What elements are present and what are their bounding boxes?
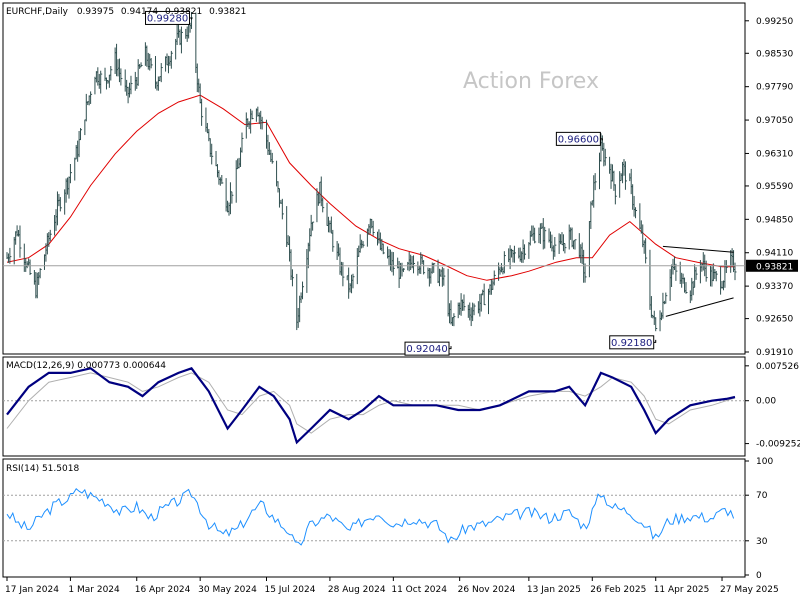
annotation-label: 0.99280 [147,13,188,24]
ohlc-low: 0.93821 [165,7,202,17]
svg-text:EURCHF,Daily 0.93975: EURCHF,Daily 0.93975 0.94174 0.93821 0.9… [6,7,246,17]
x-axis-label: 26 Nov 2024 [458,585,516,595]
price-axis-label: 0.94110 [756,249,793,259]
macd-macd-line [6,366,736,445]
rsi-axis-label: 30 [756,537,768,547]
x-axis-label: 1 Mar 2024 [68,585,120,595]
annotation-0.99280: 0.99280 [145,10,193,25]
price-panel-frame [2,2,746,355]
ohlc-close: 0.93821 [209,7,246,17]
rsi-title: RSI(14) 51.5018 [6,464,79,474]
price-axis-label: 0.96310 [756,149,793,159]
annotation-box [555,131,601,146]
price-bars [6,11,737,332]
current-price-tag [746,259,798,272]
x-axis-label: 11 Oct 2024 [391,585,447,595]
triangle-upper-line [662,245,734,253]
price-axis-label: 0.94850 [756,215,793,225]
price-axis-label: 0.93370 [756,282,793,292]
annotation-label: 0.92040 [406,344,447,355]
macd-panel-frame [2,356,746,457]
price-axis-label: 0.99250 [756,17,793,27]
ohlc-high: 0.94174 [121,7,158,17]
price-axis-label: 0.97050 [756,116,793,126]
price-axis-label: 0.95590 [756,182,793,192]
x-axis-label: 26 Feb 2025 [590,585,646,595]
x-axis-label: 28 Aug 2024 [328,585,386,595]
annotation-box [145,10,191,25]
ohlc-open: 0.93975 [77,7,114,17]
x-axis-label: 17 Jan 2024 [5,585,59,595]
annotation-leader [653,339,657,343]
annotation-0.92040: 0.92040 [404,341,452,356]
triangle-lower-line [665,297,734,317]
macd-axis-label: 0.007526 [756,362,799,372]
x-axis-label: 30 May 2024 [198,585,257,595]
annotation-leader [449,346,452,350]
x-axis-label: 15 Jul 2024 [264,585,315,595]
annotation-0.92180: 0.92180 [609,335,657,350]
rsi-panel-frame [2,458,746,578]
macd-title: MACD(12,26,9) 0.000773 0.000644 [6,361,166,371]
watermark-text: Action Forex [463,69,599,94]
rsi-line [6,487,735,546]
annotation-leader [189,17,193,20]
rsi-axis-label: 100 [756,457,773,467]
rsi-axis-label: 70 [756,491,768,501]
price-axis-label: 0.97790 [756,83,793,93]
x-axis-label: 16 Apr 2024 [135,585,191,595]
annotation-box [609,335,655,350]
annotation-label: 0.92180 [611,338,652,349]
x-axis-label: 27 May 2025 [720,585,779,595]
price-axis-label: 0.92650 [756,315,793,325]
price-panel-title: EURCHF,Daily 0.93975 0.94174 0.93821 0.9… [6,7,246,17]
macd-signal-line [6,372,736,434]
annotation-0.96600: 0.96600 [555,131,603,146]
annotation-label: 0.96600 [558,134,599,145]
current-price-label: 0.93821 [756,262,793,272]
rsi-axis-label: 0 [756,571,762,581]
symbol-label: EURCHF,Daily [6,7,69,17]
macd-axis-label: 0.00 [756,397,776,407]
annotation-leader [600,138,603,141]
x-axis-label: 11 Apr 2025 [654,585,710,595]
x-axis-label: 13 Jan 2025 [527,585,581,595]
price-axis-label: 0.98530 [756,49,793,59]
annotation-box [404,341,450,356]
price-axis-label: 0.91910 [756,348,793,358]
macd-axis-label: -0.009252 [756,440,800,450]
